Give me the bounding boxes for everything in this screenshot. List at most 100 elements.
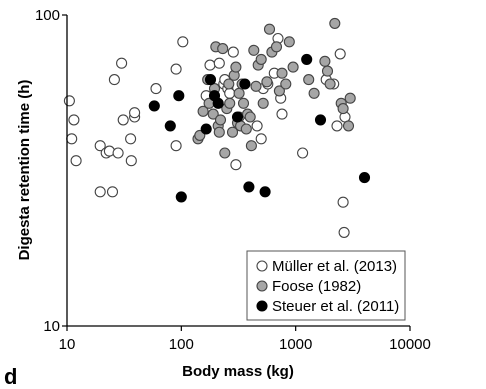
x-tick-label-10000: 10000: [389, 336, 431, 353]
point-m-ller-et-al-2013-8: [106, 186, 119, 198]
point-foose-1982-33: [261, 76, 273, 88]
point-steuer-et-al-2011-5: [204, 74, 217, 86]
point-m-ller-et-al-2013-3: [70, 155, 82, 167]
point-foose-1982-43: [308, 87, 320, 99]
point-steuer-et-al-2011-14: [358, 172, 371, 184]
point-foose-1982-41: [287, 61, 299, 73]
point-foose-1982-42: [303, 74, 315, 86]
point-foose-1982-45: [321, 65, 334, 77]
point-m-ller-et-al-2013-28: [227, 46, 239, 58]
data-points: [63, 17, 371, 238]
point-foose-1982-31: [255, 53, 267, 65]
point-m-ller-et-al-2013-16: [129, 107, 141, 119]
legend-label-foose: Foose (1982): [272, 278, 361, 295]
point-foose-1982-39: [280, 78, 292, 90]
point-m-ller-et-al-2013-38: [276, 108, 288, 120]
point-steuer-et-al-2011-10: [243, 181, 255, 193]
x-axis-title: Body mass (kg): [182, 363, 294, 380]
point-foose-1982-51: [344, 92, 356, 104]
point-m-ller-et-al-2013-44: [337, 196, 349, 208]
point-m-ller-et-al-2013-12: [117, 114, 129, 126]
point-foose-1982-26: [244, 111, 256, 123]
y-axis-title: Digesta retention time (h): [16, 80, 33, 261]
point-foose-1982-20: [233, 87, 245, 99]
point-foose-1982-50: [342, 120, 355, 132]
point-foose-1982-14: [223, 78, 235, 90]
point-foose-1982-40: [283, 36, 295, 48]
point-foose-1982-32: [257, 97, 269, 109]
point-m-ller-et-al-2013-9: [108, 74, 120, 86]
point-m-ller-et-al-2013-17: [150, 83, 162, 95]
y-tick-label-10: 10: [43, 318, 60, 335]
point-m-ller-et-al-2013-27: [224, 87, 236, 99]
point-steuer-et-al-2011-4: [200, 123, 212, 135]
point-steuer-et-al-2011-2: [173, 90, 185, 102]
point-steuer-et-al-2011-7: [212, 97, 224, 109]
point-m-ller-et-al-2013-1: [66, 133, 78, 145]
axis-ticks: [62, 14, 411, 331]
point-m-ller-et-al-2013-23: [213, 57, 225, 69]
point-steuer-et-al-2011-8: [231, 111, 244, 123]
point-foose-1982-2: [197, 105, 209, 117]
point-foose-1982-12: [219, 147, 231, 159]
point-steuer-et-al-2011-3: [175, 191, 187, 203]
point-m-ller-et-al-2013-19: [170, 63, 182, 75]
point-foose-1982-47: [329, 17, 341, 29]
point-foose-1982-36: [270, 41, 283, 53]
point-m-ller-et-al-2013-31: [251, 120, 263, 132]
point-steuer-et-al-2011-0: [148, 100, 160, 112]
point-foose-1982-9: [213, 126, 225, 138]
point-foose-1982-16: [226, 126, 239, 138]
point-m-ller-et-al-2013-10: [112, 147, 124, 159]
x-tick-label-1000: 1000: [279, 336, 312, 353]
legend-marker-steuer: [256, 300, 268, 312]
point-m-ller-et-al-2013-42: [331, 120, 343, 132]
point-steuer-et-al-2011-9: [239, 78, 251, 90]
point-foose-1982-28: [248, 44, 260, 56]
point-foose-1982-44: [319, 55, 331, 67]
point-foose-1982-10: [214, 114, 227, 126]
point-m-ller-et-al-2013-45: [338, 226, 350, 238]
point-m-ller-et-al-2013-32: [255, 133, 267, 145]
legend-marker-muller: [256, 260, 268, 272]
point-foose-1982-37: [273, 85, 285, 97]
point-m-ller-et-al-2013-13: [125, 133, 137, 145]
point-m-ller-et-al-2013-14: [125, 155, 137, 167]
point-steuer-et-al-2011-13: [314, 114, 327, 126]
point-m-ller-et-al-2013-22: [204, 59, 216, 71]
legend-box: [246, 250, 406, 321]
point-foose-1982-46: [324, 78, 336, 90]
point-foose-1982-27: [245, 140, 257, 152]
point-foose-1982-24: [240, 123, 252, 135]
point-m-ller-et-al-2013-2: [68, 114, 80, 126]
legend-marker-foose: [256, 280, 268, 292]
point-foose-1982-18: [230, 61, 242, 73]
point-m-ller-et-al-2013-18: [170, 140, 182, 152]
point-foose-1982-5: [207, 108, 219, 120]
point-steuer-et-al-2011-1: [164, 120, 176, 132]
point-foose-1982-38: [276, 67, 288, 79]
point-m-ller-et-al-2013-20: [177, 36, 189, 48]
point-foose-1982-49: [337, 103, 349, 115]
legend: Müller et al. (2013) Foose (1982) Steuer…: [246, 250, 406, 321]
panel-label: d: [4, 364, 17, 389]
point-foose-1982-15: [224, 97, 236, 109]
point-m-ller-et-al-2013-29: [230, 159, 242, 171]
point-m-ller-et-al-2013-11: [116, 57, 128, 69]
point-foose-1982-11: [217, 43, 229, 55]
point-foose-1982-29: [250, 80, 262, 92]
point-m-ller-et-al-2013-4: [94, 140, 106, 152]
point-m-ller-et-al-2013-0: [63, 95, 75, 107]
x-tick-label-100: 100: [169, 336, 194, 353]
point-foose-1982-23: [237, 97, 250, 109]
point-m-ller-et-al-2013-43: [334, 48, 346, 60]
point-m-ller-et-al-2013-39: [297, 147, 309, 159]
legend-label-steuer: Steuer et al. (2011): [272, 298, 399, 315]
point-steuer-et-al-2011-12: [301, 53, 313, 65]
point-foose-1982-34: [263, 23, 276, 35]
point-steuer-et-al-2011-11: [259, 186, 271, 198]
legend-label-muller: Müller et al. (2013): [272, 258, 397, 275]
y-tick-label-100: 100: [35, 7, 60, 24]
point-m-ller-et-al-2013-7: [94, 186, 106, 198]
